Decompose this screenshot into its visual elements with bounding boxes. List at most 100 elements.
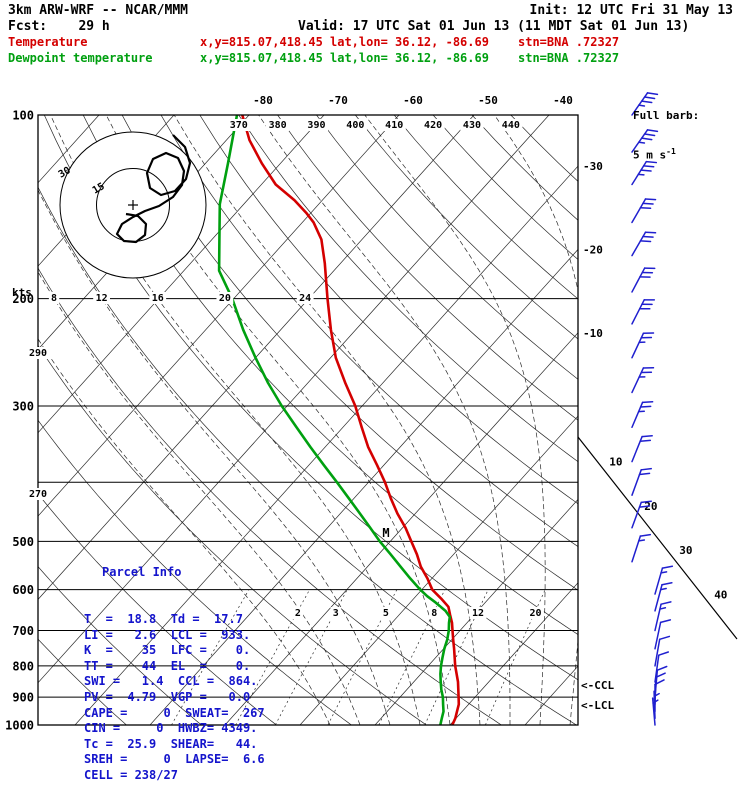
wind-barb — [631, 332, 655, 359]
parcel-info-line: CIN = 0 HWBZ= 4349. — [84, 721, 258, 736]
svg-text:270: 270 — [29, 489, 47, 500]
svg-text:8: 8 — [51, 293, 57, 304]
wind-barb — [631, 129, 659, 153]
parcel-info-line: PV = 4.79 VGP = 0.0 — [84, 689, 251, 704]
dewpoint-legend-label: Dewpoint temperature — [8, 51, 153, 65]
wind-barb — [631, 160, 658, 186]
svg-text:-10: -10 — [583, 327, 603, 340]
svg-text:390: 390 — [307, 120, 325, 131]
svg-text:430: 430 — [463, 120, 481, 131]
temperature-latlon: lat,lon= 36.12, -86.69 — [330, 35, 489, 49]
svg-text:<-CCL: <-CCL — [581, 679, 614, 692]
dewpoint-station: stn=BNA .72327 — [518, 51, 620, 65]
svg-text:1000: 1000 — [5, 719, 34, 733]
svg-text:12: 12 — [96, 293, 108, 304]
wind-barb — [631, 500, 652, 529]
parcel-info-line: CELL = 238/27 — [84, 767, 178, 782]
wind-barb — [654, 601, 672, 632]
svg-text:5: 5 — [383, 608, 389, 619]
svg-text:900: 900 — [12, 691, 34, 705]
parcel-info-title: Parcel Info — [102, 565, 182, 580]
annotations: M <-CCL <-LCL — [382, 526, 614, 712]
svg-text:3: 3 — [333, 608, 339, 619]
svg-text:500: 500 — [12, 535, 34, 549]
parcel-info-panel: Parcel Info T = 18.8 Td = 17.7 LI = 2.6 L… — [84, 534, 265, 799]
model-title: 3km ARW-WRF -- NCAR/MMM — [8, 3, 189, 18]
background-lines — [38, 115, 578, 725]
wind-barb — [651, 697, 659, 726]
svg-text:410: 410 — [385, 120, 403, 131]
svg-text:300: 300 — [12, 400, 34, 414]
wind-barb — [653, 690, 660, 720]
svg-text:24: 24 — [299, 293, 311, 304]
parcel-info-line: Tc = 25.9 SHEAR= 44. — [84, 736, 258, 751]
parcel-info-lines: T = 18.8 Td = 17.7 LI = 2.6 LCL = 933. K =… — [84, 612, 265, 784]
svg-text:20: 20 — [219, 293, 231, 304]
wind-barb — [631, 299, 656, 325]
parcel-info-line: K = 35 LFC = 0. — [84, 643, 251, 658]
svg-text:700: 700 — [12, 624, 34, 638]
parcel-info-line: LI = 2.6 LCL = 933. — [84, 627, 251, 642]
svg-text:kts: kts — [12, 286, 32, 299]
parcel-info-line: SWI = 1.4 CCL = 864. — [84, 674, 258, 689]
svg-text:-80: -80 — [253, 94, 273, 107]
wind-barb — [631, 435, 653, 463]
svg-text:100: 100 — [12, 109, 34, 123]
svg-text:M: M — [382, 526, 389, 540]
dewpoint-xy: x,y=815.07,418.45 — [200, 51, 323, 65]
skewt-svg: 100 200 300 500 600 700 800 900 1000 -80 -70 -60 -50… — [5, 92, 738, 733]
svg-text:8: 8 — [431, 608, 437, 619]
barb-legend-title: Full barb: — [633, 109, 700, 122]
forecast-hour: Fcst: 29 h — [8, 19, 110, 34]
wind-barb — [654, 672, 666, 706]
svg-text:600: 600 — [12, 583, 34, 597]
plot-frame — [37, 114, 738, 726]
axis-labels: 100 200 300 500 600 700 800 900 1000 -80 -70 -60 -50… — [5, 94, 727, 733]
wind-barb — [654, 635, 671, 667]
svg-text:12: 12 — [472, 608, 484, 619]
dewpoint-trace — [217, 115, 452, 725]
svg-text:40: 40 — [714, 589, 727, 602]
wind-barb — [631, 366, 655, 394]
wind-barb — [631, 198, 657, 224]
wind-barb — [631, 267, 656, 293]
parcel-info-line: CAPE = 0 SWEAT= 267 — [84, 705, 265, 720]
temperature-legend-row: Temperature x,y=815.07,418.45 lat,lon= 3… — [0, 35, 740, 51]
svg-text:800: 800 — [12, 659, 34, 673]
diagonal-temperature-axis — [577, 436, 738, 640]
wind-barb — [631, 533, 652, 563]
svg-text:20: 20 — [644, 500, 657, 513]
barb-legend-value: 5 m s-1 — [633, 147, 676, 162]
svg-text:-60: -60 — [403, 94, 423, 107]
svg-text:2: 2 — [295, 608, 301, 619]
svg-text:-40: -40 — [553, 94, 573, 107]
svg-text:370: 370 — [230, 120, 248, 131]
hodograph-trace — [115, 134, 192, 244]
svg-text:-30: -30 — [583, 160, 603, 173]
sounding-traces — [217, 115, 461, 725]
wind-barb — [654, 619, 672, 650]
svg-text:10: 10 — [609, 455, 622, 468]
wind-barb — [631, 401, 654, 428]
svg-text:<-LCL: <-LCL — [581, 699, 614, 712]
barb-legend: Full barb: 5 m s-1 — [633, 86, 699, 174]
svg-text:420: 420 — [424, 120, 442, 131]
parcel-info-line: SREH = 0 LAPSE= 6.6 — [84, 752, 265, 767]
wind-barb — [631, 92, 659, 116]
svg-text:380: 380 — [269, 120, 287, 131]
svg-text:-20: -20 — [583, 243, 603, 256]
barb-legend-exponent: -1 — [666, 147, 676, 156]
svg-text:-70: -70 — [328, 94, 348, 107]
svg-text:20: 20 — [529, 608, 541, 619]
svg-text:440: 440 — [502, 120, 520, 131]
wind-barb — [654, 582, 673, 612]
dewpoint-legend-row: Dewpoint temperature x,y=815.07,418.45 l… — [0, 51, 740, 67]
parcel-info-line: T = 18.8 Td = 17.7 — [84, 611, 243, 626]
skewt-sounding-page: { "header": { "model": "3km ARW-WRF -- N… — [0, 3, 740, 782]
temperature-trace — [241, 115, 461, 725]
wind-barb — [631, 231, 657, 257]
svg-text:200: 200 — [12, 292, 34, 306]
svg-text:-50: -50 — [478, 94, 498, 107]
temperature-xy: x,y=815.07,418.45 — [200, 35, 323, 49]
